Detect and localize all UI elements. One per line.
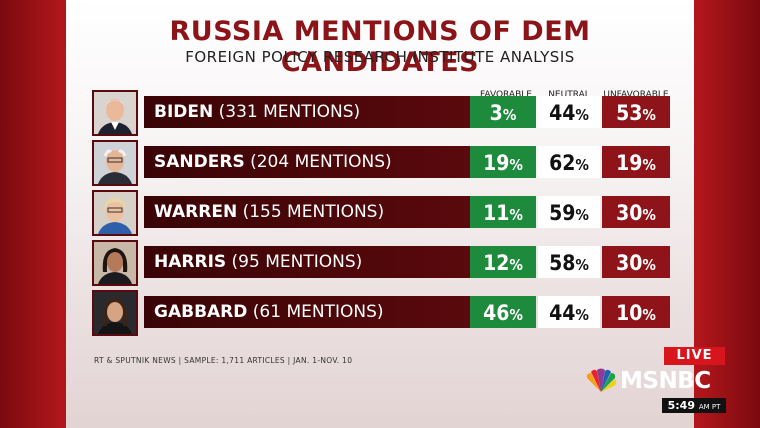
candidate-name: HARRIS [154, 252, 227, 272]
unfavorable-cell: 10% [602, 296, 670, 328]
candidate-photo [92, 90, 138, 136]
candidate-photo [92, 290, 138, 336]
peacock-icon [586, 368, 617, 392]
mention-count: (61 MENTIONS) [252, 302, 384, 322]
favorable-cell: 3% [470, 96, 536, 128]
candidate-name-bar: GABBARD (61 MENTIONS) [144, 296, 470, 328]
neutral-cell: 59% [538, 196, 600, 228]
live-badge: LIVE [664, 347, 725, 365]
unfavorable-cell: 53% [602, 96, 670, 128]
column-header-unfavorable: UNFAVORABLE [603, 90, 669, 100]
source-note: RT & SPUTNIK NEWS | SAMPLE: 1,711 ARTICL… [94, 356, 353, 365]
candidate-name: BIDEN [154, 102, 214, 122]
candidate-photo [92, 140, 138, 186]
favorable-cell: 46% [470, 296, 536, 328]
candidate-name: SANDERS [154, 152, 245, 172]
mention-count: (204 MENTIONS) [250, 152, 392, 172]
candidate-name: GABBARD [154, 302, 248, 322]
mention-count: (331 MENTIONS) [218, 102, 361, 122]
neutral-cell: 44% [538, 96, 600, 128]
network-name: MSNBC [620, 368, 711, 394]
column-header-neutral: NEUTRAL [548, 90, 590, 100]
unfavorable-cell: 30% [602, 196, 670, 228]
candidate-name-bar: HARRIS (95 MENTIONS) [144, 246, 470, 278]
mention-count: (155 MENTIONS) [242, 202, 385, 222]
clock: 5:49 AM PT [662, 398, 726, 413]
favorable-cell: 12% [470, 246, 536, 278]
neutral-cell: 44% [538, 296, 600, 328]
graphic-panel: RUSSIA MENTIONS OF DEM CANDIDATES FOREIG… [66, 0, 694, 428]
mention-count: (95 MENTIONS) [231, 252, 363, 272]
graphic-title: RUSSIA MENTIONS OF DEM CANDIDATES [169, 16, 591, 78]
candidate-photo [92, 190, 138, 236]
candidate-name: WARREN [154, 202, 238, 222]
candidate-row: GABBARD (61 MENTIONS) 46% 44% 10% [92, 290, 672, 336]
candidate-name-bar: SANDERS (204 MENTIONS) [144, 146, 470, 178]
candidate-row: SANDERS (204 MENTIONS) 19% 62% 19% [92, 140, 672, 186]
unfavorable-cell: 30% [602, 246, 670, 278]
column-header-favorable: FAVORABLE [480, 90, 532, 100]
candidate-name-bar: BIDEN (331 MENTIONS) [144, 96, 470, 128]
favorable-cell: 19% [470, 146, 536, 178]
candidate-row: BIDEN (331 MENTIONS) 3% 44% 53% [92, 90, 672, 136]
candidate-row: WARREN (155 MENTIONS) 11% 59% 30% [92, 190, 672, 236]
candidate-row: HARRIS (95 MENTIONS) 12% 58% 30% [92, 240, 672, 286]
unfavorable-cell: 19% [602, 146, 670, 178]
candidate-name-bar: WARREN (155 MENTIONS) [144, 196, 470, 228]
network-logo: MSNBC [584, 368, 726, 396]
favorable-cell: 11% [470, 196, 536, 228]
neutral-cell: 62% [538, 146, 600, 178]
graphic-subtitle: FOREIGN POLICY RESEARCH INSTITUTE ANALYS… [185, 48, 575, 66]
candidate-photo [92, 240, 138, 286]
neutral-cell: 58% [538, 246, 600, 278]
